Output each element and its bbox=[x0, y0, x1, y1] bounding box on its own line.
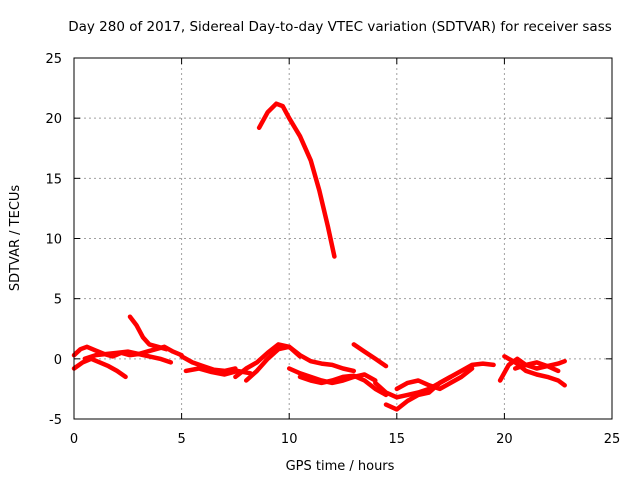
series-line-arc-9 bbox=[256, 101, 337, 259]
x-tick-label: 0 bbox=[70, 432, 78, 447]
x-tick-label: 25 bbox=[604, 432, 621, 447]
y-tick-label: -5 bbox=[49, 413, 62, 428]
y-tick-label: 25 bbox=[45, 52, 62, 67]
series-line-arc-10 bbox=[286, 366, 378, 386]
y-tick-label: 0 bbox=[54, 353, 62, 368]
series-line-arc-18 bbox=[512, 360, 561, 374]
y-axis: -5 0 5 10 15 20 25 bbox=[45, 52, 612, 428]
plot-series bbox=[71, 101, 567, 412]
x-tick-label: 15 bbox=[389, 432, 406, 447]
series-line-arc-16 bbox=[497, 356, 567, 383]
y-axis-title: SDTVAR / TECUs bbox=[8, 185, 23, 292]
series-line-arc-12 bbox=[351, 342, 389, 369]
x-tick-label: 20 bbox=[496, 432, 513, 447]
x-axis-title: GPS time / hours bbox=[286, 459, 395, 474]
series-line-arc-5 bbox=[179, 354, 238, 374]
x-tick-label: 10 bbox=[281, 432, 298, 447]
series-line-arc-4 bbox=[127, 314, 169, 352]
series-line-arc-11 bbox=[297, 373, 389, 398]
series-line-arc-15 bbox=[394, 366, 475, 392]
series-line-arc-2 bbox=[71, 356, 128, 380]
x-axis: 0 5 10 15 20 25 bbox=[70, 58, 620, 447]
x-tick-label: 5 bbox=[177, 432, 185, 447]
series-line-arc-17 bbox=[502, 354, 567, 388]
y-tick-label: 20 bbox=[45, 112, 62, 127]
series-line-arc-8 bbox=[243, 344, 303, 383]
y-tick-label: 10 bbox=[45, 233, 62, 248]
y-tick-label: 5 bbox=[54, 293, 62, 308]
series-line-arc-14 bbox=[383, 374, 453, 412]
chart-title: Day 280 of 2017, Sidereal Day-to-day VTE… bbox=[68, 19, 612, 35]
series-line-arc-13 bbox=[373, 361, 496, 400]
y-tick-label: 15 bbox=[45, 172, 62, 187]
series-line-arc-3 bbox=[82, 349, 174, 365]
